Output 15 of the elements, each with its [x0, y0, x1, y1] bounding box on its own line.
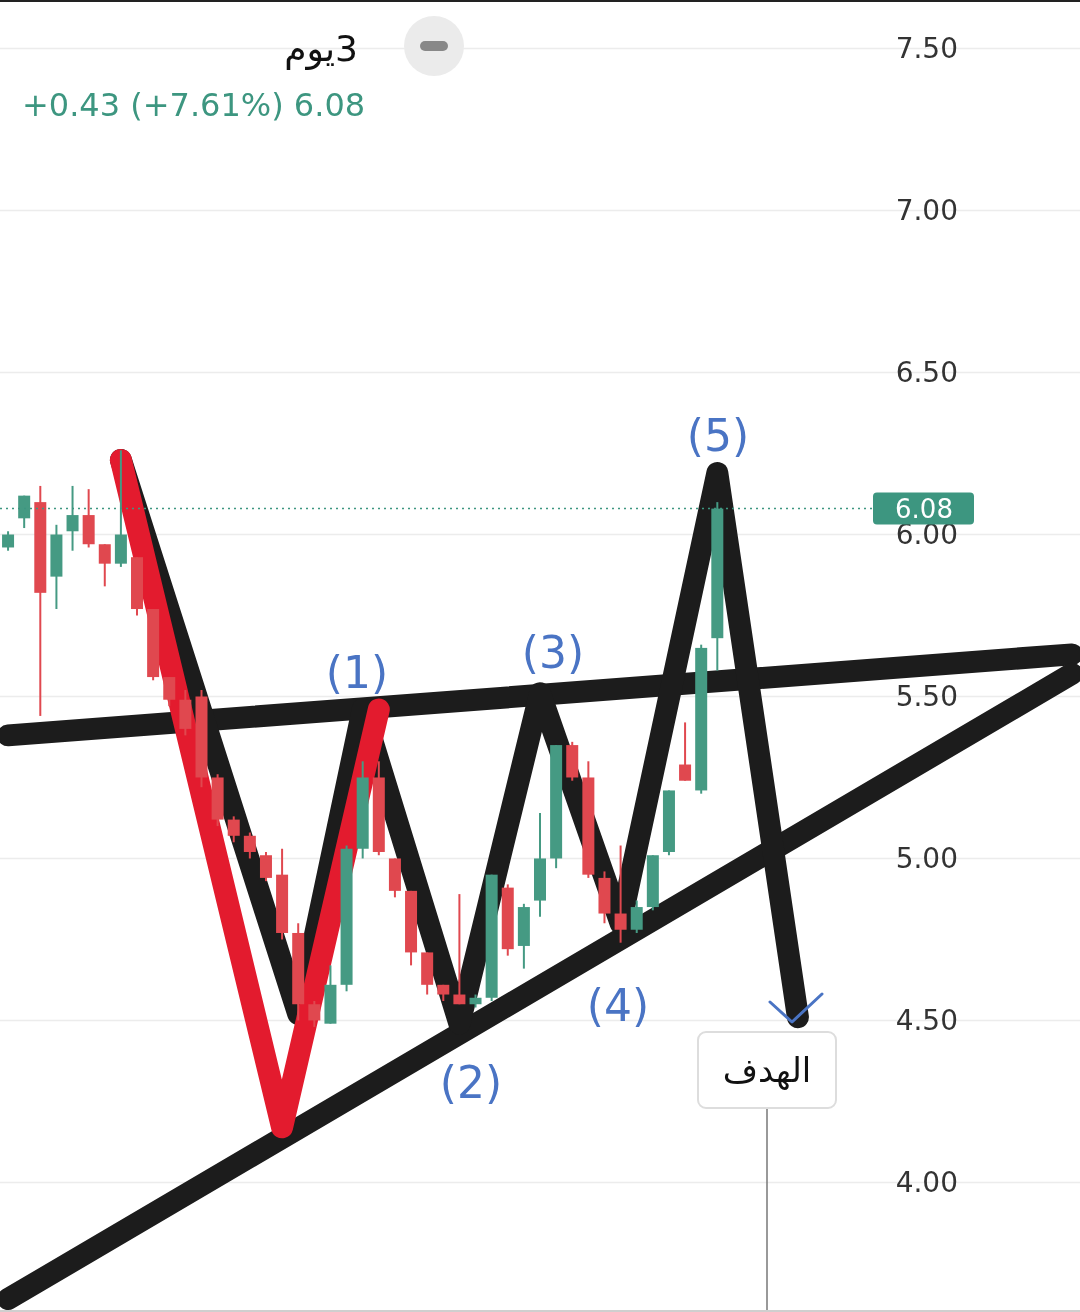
y-tick-label: 6.50: [895, 356, 958, 390]
y-tick-label: 7.00: [895, 194, 958, 228]
annotation: (1): [325, 646, 389, 698]
y-tick-label: 5.00: [895, 841, 958, 875]
y-tick-label: 5.50: [895, 679, 958, 713]
y-tick-label: 7.50: [895, 32, 958, 66]
annotation: (4): [586, 979, 650, 1031]
y-tick-label: 4.50: [895, 1003, 958, 1037]
annotation: (3): [521, 626, 585, 678]
annotation: (5): [686, 409, 750, 461]
text: 3يوم: [284, 27, 358, 70]
text: +0.43 (+7.61%) 6.08: [22, 86, 366, 124]
annotation: الهدف: [722, 1050, 812, 1090]
y-tick-label: 4.00: [895, 1165, 958, 1199]
annotation: (2): [439, 1056, 503, 1108]
